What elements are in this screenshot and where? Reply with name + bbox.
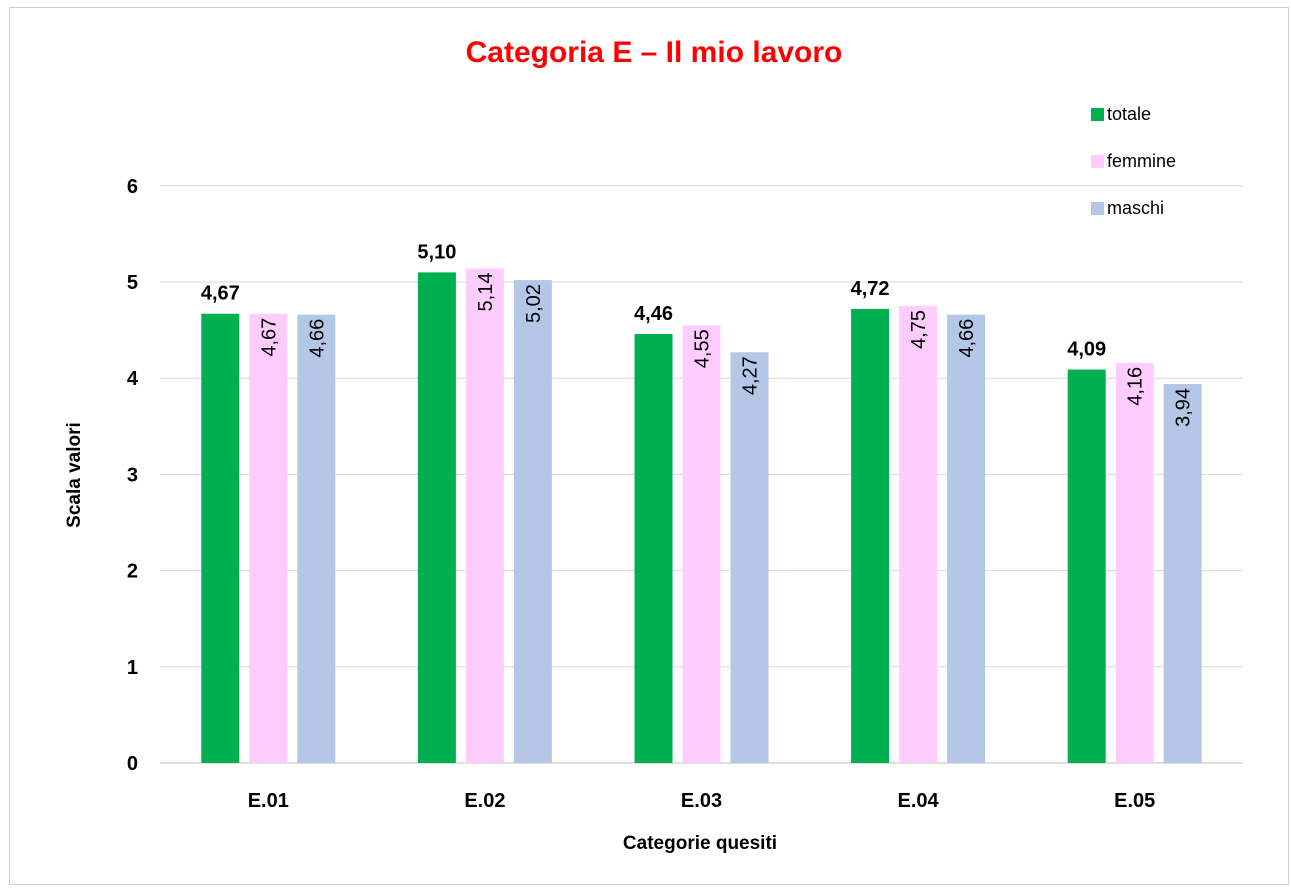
legend-swatch-femmine <box>1091 155 1104 168</box>
bar-totale <box>1067 369 1106 763</box>
legend-swatch-totale <box>1091 108 1104 121</box>
legend-swatch-maschi <box>1091 202 1104 215</box>
data-labels: 4,67 4,67 4,66 5,10 5,14 5,02 4,46 4,55 4,27 4,72… <box>201 241 1195 427</box>
data-label-femmine: 4,67 <box>258 318 280 357</box>
x-tick-label: E.04 <box>898 790 940 812</box>
legend-label-totale: totale <box>1107 104 1151 124</box>
y-tick-labels: 0 1 2 3 4 5 6 <box>127 176 139 775</box>
legend-label-femmine: femmine <box>1107 151 1176 171</box>
bar-maschi <box>297 314 336 763</box>
bar-femmine <box>682 325 721 763</box>
bar-maschi <box>947 314 986 763</box>
x-axis-title: Categorie quesiti <box>623 833 777 854</box>
y-tick-label: 0 <box>127 753 138 775</box>
x-tick-label: E.03 <box>681 790 722 812</box>
bar-femmine <box>1115 362 1154 763</box>
legend-label-maschi: maschi <box>1107 198 1164 218</box>
data-label-totale: 4,72 <box>851 278 890 300</box>
data-label-totale: 5,10 <box>417 241 456 263</box>
data-label-femmine: 4,55 <box>692 329 714 368</box>
data-label-femmine: 4,75 <box>908 310 930 349</box>
bar-femmine <box>899 306 938 763</box>
data-label-totale: 4,46 <box>634 303 673 325</box>
x-tick-label: E.05 <box>1114 790 1155 812</box>
data-label-femmine: 5,14 <box>475 273 497 312</box>
data-label-maschi: 3,94 <box>1173 388 1195 427</box>
bar-maschi <box>513 280 552 763</box>
y-tick-label: 2 <box>127 561 138 583</box>
y-tick-label: 5 <box>127 272 138 294</box>
y-tick-label: 4 <box>127 368 139 390</box>
data-label-maschi: 4,66 <box>956 319 978 358</box>
bar-maschi <box>730 352 769 763</box>
data-label-maschi: 4,27 <box>740 356 762 395</box>
bar-totale <box>201 313 240 763</box>
bar-femmine <box>465 268 504 763</box>
data-label-totale: 4,09 <box>1067 339 1106 361</box>
x-tick-labels: E.01 E.02 E.03 E.04 E.05 <box>248 790 1156 812</box>
data-label-maschi: 4,66 <box>306 319 328 358</box>
bar-maschi <box>1163 383 1202 763</box>
data-label-maschi: 5,02 <box>523 284 545 323</box>
data-label-totale: 4,67 <box>201 283 240 305</box>
y-tick-label: 6 <box>127 176 138 198</box>
y-tick-label: 3 <box>127 464 138 486</box>
legend: totale femmine maschi <box>1091 104 1176 218</box>
bar-totale <box>851 308 890 763</box>
y-tick-label: 1 <box>127 657 138 679</box>
x-tick-label: E.01 <box>248 790 289 812</box>
data-label-femmine: 4,16 <box>1125 367 1147 406</box>
bar-femmine <box>249 313 288 763</box>
bars <box>201 268 1202 763</box>
bar-totale <box>634 333 673 763</box>
y-axis-title: Scala valori <box>64 422 85 528</box>
chart-title: Categoria E – Il mio lavoro <box>466 36 843 69</box>
bar-totale <box>417 272 456 763</box>
x-tick-label: E.02 <box>464 790 505 812</box>
